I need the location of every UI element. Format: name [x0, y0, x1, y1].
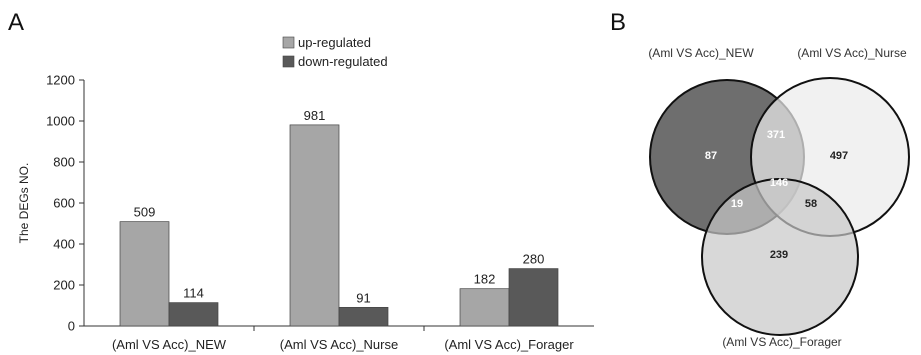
venn-count-new-nurse: 371 [767, 129, 785, 141]
category-label: (Aml VS Acc)_Nurse [280, 337, 398, 352]
y-tick-label: 600 [53, 196, 75, 211]
y-tick-label: 400 [53, 237, 75, 252]
legend-label-down: down-regulated [298, 54, 388, 69]
category-label: (Aml VS Acc)_NEW [112, 337, 227, 352]
bar-value-label: 509 [134, 205, 156, 220]
bar-value-labels: 509 114 981 91 182 280 [134, 108, 545, 305]
venn-count-new-forager: 19 [731, 198, 743, 210]
y-tick-label: 0 [68, 319, 75, 334]
y-axis-label: The DEGs NO. [17, 163, 31, 244]
venn-count-all-three: 146 [770, 177, 788, 189]
legend-label-up: up-regulated [298, 35, 371, 50]
venn-count-new-only: 87 [705, 150, 717, 162]
bar-up-2 [289, 124, 340, 327]
venn-count-nurse-forager: 58 [805, 198, 817, 210]
bar-value-label: 91 [356, 290, 370, 305]
panel-a-letter: A [8, 9, 24, 36]
venn-count-nurse-only: 497 [830, 150, 848, 162]
y-ticks: 0 200 400 600 800 1000 1200 [46, 73, 84, 334]
bar-value-label: 981 [304, 108, 326, 123]
venn-diagram: (Aml VS Acc)_NEW (Aml VS Acc)_Nurse (Aml… [648, 46, 910, 349]
y-tick-label: 200 [53, 278, 75, 293]
venn-circle-forager [701, 178, 859, 336]
legend-swatch-down [282, 55, 295, 68]
venn-set-label-forager: (Aml VS Acc)_Forager [722, 335, 841, 349]
venn-set-label-new: (Aml VS Acc)_NEW [648, 46, 754, 60]
category-label: (Aml VS Acc)_Forager [444, 337, 574, 352]
bar-value-label: 280 [523, 252, 545, 267]
bar-value-label: 114 [183, 286, 204, 301]
bar-down-2 [338, 306, 389, 327]
legend-swatch-up [282, 36, 295, 49]
bar-down-3 [508, 268, 559, 327]
venn-count-forager-only: 239 [770, 249, 788, 261]
venn-set-label-nurse: (Aml VS Acc)_Nurse [797, 46, 907, 60]
bar-legend: up-regulated down-regulated [282, 35, 388, 69]
y-tick-label: 800 [53, 155, 75, 170]
y-tick-label: 1200 [46, 73, 75, 88]
y-tick-label: 1000 [46, 114, 75, 129]
bar-up-1 [119, 221, 170, 327]
panel-b-letter: B [610, 9, 626, 36]
bar-up-3 [459, 288, 510, 327]
bar-value-label: 182 [474, 272, 496, 287]
bars [119, 124, 559, 327]
category-labels: (Aml VS Acc)_NEW (Aml VS Acc)_Nurse (Aml V… [112, 337, 574, 352]
bar-down-1 [168, 302, 219, 327]
